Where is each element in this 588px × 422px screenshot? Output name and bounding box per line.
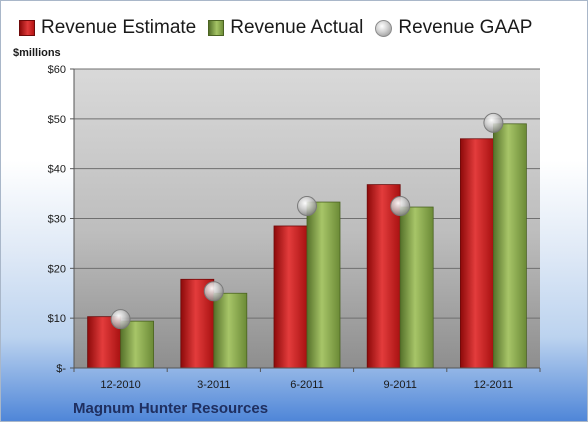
legend-estimate-label: Revenue Estimate [41, 17, 197, 38]
x-tick-label: 12-2010 [100, 379, 140, 391]
legend-item-estimate: Revenue Estimate [19, 17, 196, 39]
y-tick-label: $30 [48, 214, 66, 226]
y-tick-label: $60 [48, 64, 66, 76]
bar-revenue-actual [120, 320, 154, 369]
y-tick-label: $10 [48, 313, 66, 325]
legend-item-actual: Revenue Actual [208, 17, 363, 39]
gaap-marker-icon [375, 19, 393, 37]
gaap-markers [110, 112, 504, 330]
x-tick-label: 6-2011 [290, 379, 323, 391]
bar-revenue-actual [492, 123, 527, 369]
bar-revenue-estimate [459, 138, 494, 369]
x-tick-label: 9-2011 [383, 379, 416, 391]
y-tick-label: $50 [48, 114, 66, 126]
bar-revenue-estimate [366, 184, 401, 369]
y-tick-label: $20 [48, 263, 66, 275]
actual-swatch-icon [208, 20, 225, 36]
bar-revenue-actual [306, 201, 341, 369]
bars [87, 123, 527, 369]
legend-item-gaap: Revenue GAAP [375, 17, 532, 39]
bar-revenue-actual [399, 206, 434, 369]
x-tick-label: 3-2011 [197, 379, 230, 391]
estimate-swatch-icon [19, 20, 35, 36]
legend: Revenue Estimate Revenue Actual Revenue … [19, 13, 532, 43]
x-tick-label: 12-2011 [474, 379, 514, 391]
y-tick-label: $- [56, 363, 66, 375]
bar-revenue-estimate [87, 316, 121, 369]
bar-revenue-estimate [273, 225, 308, 369]
y-axis-unit-label: $millions [13, 47, 61, 59]
y-tick-label: $40 [48, 164, 66, 176]
legend-actual-label: Revenue Actual [230, 17, 364, 38]
marker-revenue-gaap [297, 196, 317, 217]
marker-revenue-gaap [483, 112, 504, 133]
bar-revenue-actual [213, 292, 248, 369]
axes: $- $10 $20 $30 $40 $50 $60 12-2010 3-2011 6-2011 9… [48, 64, 541, 391]
legend-gaap-label: Revenue GAAP [398, 17, 533, 38]
company-name: Magnum Hunter Resources [73, 400, 269, 417]
marker-revenue-gaap [390, 196, 411, 217]
marker-revenue-gaap [203, 281, 224, 302]
marker-revenue-gaap [110, 309, 131, 330]
